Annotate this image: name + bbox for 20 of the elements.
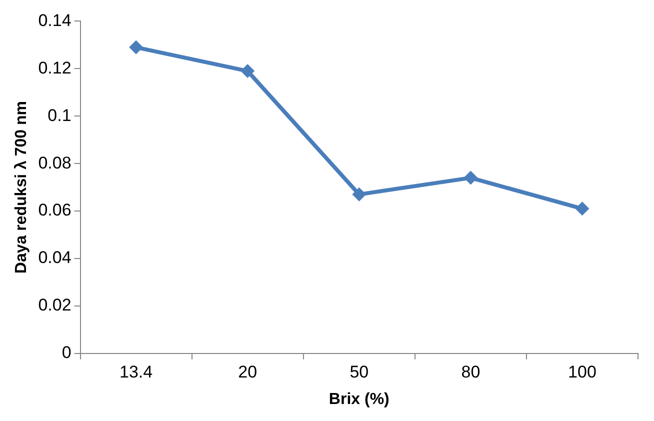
x-tick-label: 80 [461,362,480,382]
point [240,64,255,78]
x-tick-label: 100 [568,362,596,382]
y-tick-label: 0.06 [38,200,72,220]
x-tick-label: 13.4 [120,362,153,382]
x-tick-label: 50 [350,362,369,382]
x-tick-label: 20 [238,362,258,382]
point [129,40,144,54]
x-axis-title: Brix (%) [328,390,390,408]
y-axis-title: Daya reduksi λ 700 nm [13,101,30,274]
point [352,187,366,202]
y-tick-label: 0.08 [38,153,72,172]
y-tick-label: 0.14 [38,10,72,30]
y-tick-label: 0 [62,343,72,362]
point [575,202,590,216]
y-tick-label: 0.12 [38,58,72,78]
point [464,170,478,185]
y-tick-label: 0.1 [48,106,72,125]
y-tick-label: 0.04 [38,248,72,268]
y-tick-label: 0.02 [38,296,72,315]
